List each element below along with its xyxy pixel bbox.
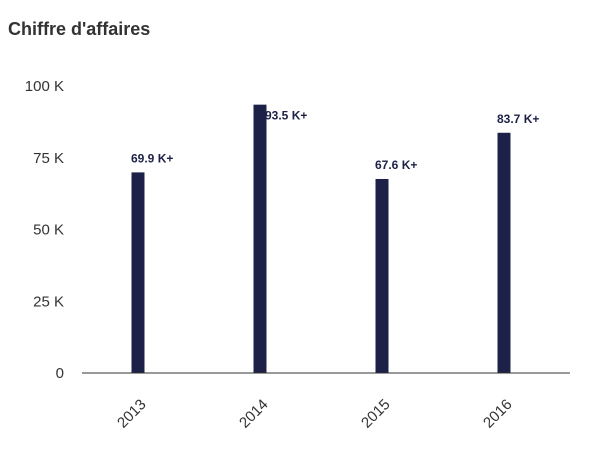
y-tick-label: 25 K [33, 293, 64, 310]
x-tick-label-2013: 2013 [114, 396, 150, 432]
data-labels: 69.9 K+ 93.5 K+ 67.6 K+ 83.7 K+ [131, 109, 539, 172]
bar-2014[interactable] [253, 104, 267, 373]
y-axis-ticks: 0 25 K 50 K 75 K 100 K [25, 78, 64, 382]
bar-2013[interactable] [131, 172, 145, 373]
data-label-2015: 67.6 K+ [375, 158, 417, 172]
y-tick-label: 50 K [33, 222, 64, 239]
y-tick-label: 100 K [25, 78, 64, 95]
x-axis-ticks: 2013 2014 2015 2016 [114, 396, 516, 432]
data-label-2016: 83.7 K+ [497, 112, 539, 126]
bar-series [131, 104, 511, 373]
x-tick-label-2014: 2014 [236, 396, 272, 432]
bar-2016[interactable] [497, 132, 511, 373]
y-tick-label: 0 [56, 365, 64, 382]
data-label-2013: 69.9 K+ [131, 151, 173, 165]
x-tick-label-2016: 2016 [480, 396, 516, 432]
chart-title: Chiffre d'affaires [8, 19, 151, 39]
bar-2015[interactable] [375, 178, 389, 373]
y-tick-label: 75 K [33, 150, 64, 167]
x-tick-label-2015: 2015 [358, 396, 394, 432]
data-label-2014: 93.5 K+ [265, 109, 307, 123]
